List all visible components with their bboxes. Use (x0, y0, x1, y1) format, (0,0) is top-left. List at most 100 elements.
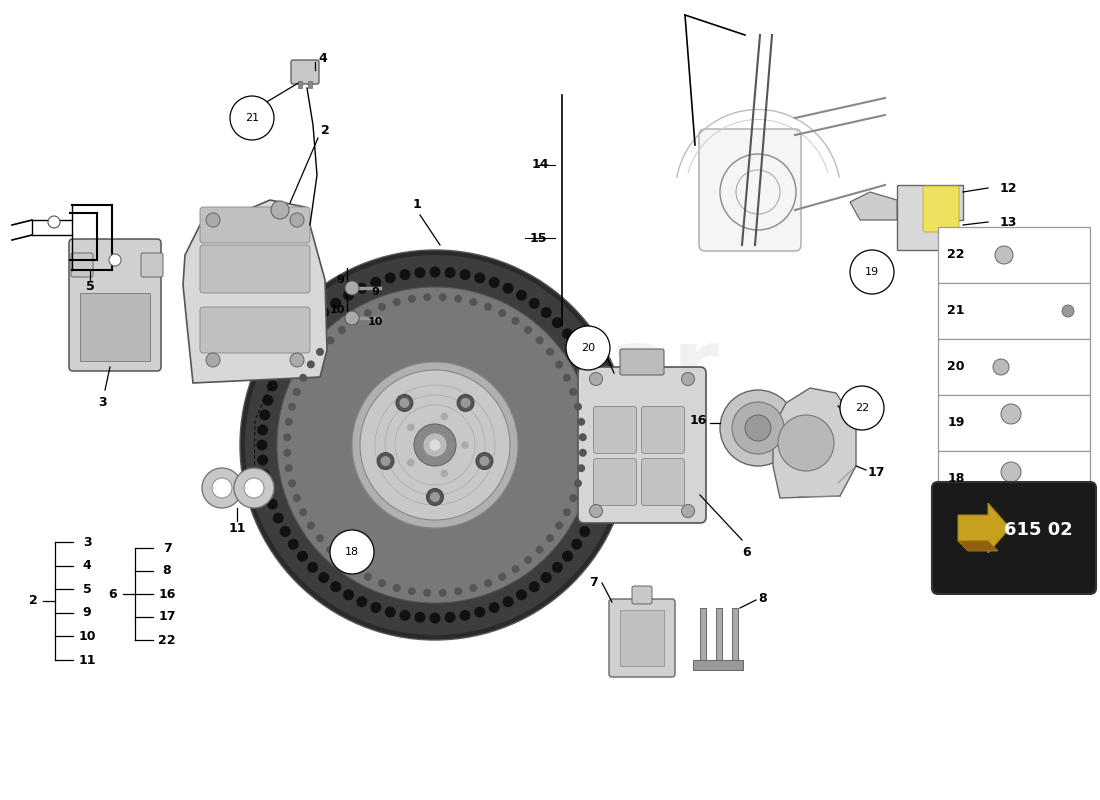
Text: 8: 8 (163, 565, 172, 578)
Circle shape (285, 418, 293, 426)
Polygon shape (773, 388, 856, 498)
Text: 3: 3 (82, 535, 91, 549)
Text: 6: 6 (742, 546, 751, 559)
Circle shape (364, 309, 372, 317)
Circle shape (552, 562, 563, 573)
Bar (298, 81, 302, 88)
Circle shape (1062, 305, 1074, 317)
Circle shape (571, 538, 582, 550)
Text: 17: 17 (867, 466, 884, 479)
Circle shape (556, 522, 563, 530)
FancyBboxPatch shape (620, 349, 664, 375)
Circle shape (566, 326, 610, 370)
Circle shape (212, 478, 232, 498)
Text: 15: 15 (529, 231, 547, 245)
Circle shape (279, 526, 290, 537)
Circle shape (271, 201, 289, 219)
Text: 20: 20 (581, 343, 595, 353)
Circle shape (378, 303, 386, 311)
Circle shape (371, 277, 382, 288)
FancyBboxPatch shape (578, 367, 706, 523)
Circle shape (414, 424, 456, 466)
Circle shape (293, 388, 300, 396)
Circle shape (364, 573, 372, 581)
Text: 16: 16 (158, 587, 176, 601)
Circle shape (327, 546, 334, 554)
Text: 17: 17 (158, 610, 176, 623)
FancyBboxPatch shape (72, 253, 94, 277)
Circle shape (536, 546, 543, 554)
Circle shape (230, 96, 274, 140)
Circle shape (256, 439, 267, 450)
Circle shape (458, 394, 474, 411)
Text: 21: 21 (947, 305, 965, 318)
Circle shape (408, 587, 416, 595)
Circle shape (307, 360, 315, 368)
Text: 4: 4 (82, 559, 91, 572)
Circle shape (529, 298, 540, 309)
Circle shape (840, 386, 884, 430)
Bar (938, 451, 1090, 507)
FancyBboxPatch shape (698, 129, 801, 251)
Circle shape (307, 522, 315, 530)
Circle shape (578, 418, 585, 426)
Circle shape (244, 478, 264, 498)
Circle shape (109, 254, 121, 266)
Polygon shape (958, 541, 998, 551)
FancyBboxPatch shape (923, 186, 959, 232)
Circle shape (444, 612, 455, 623)
Circle shape (297, 328, 308, 339)
Circle shape (378, 579, 386, 587)
Circle shape (562, 550, 573, 562)
Bar (938, 395, 1090, 451)
Circle shape (720, 390, 796, 466)
Text: 2: 2 (320, 123, 329, 137)
Text: 10: 10 (329, 305, 344, 315)
Circle shape (524, 556, 532, 564)
Circle shape (440, 470, 448, 478)
Circle shape (290, 213, 304, 227)
Circle shape (338, 326, 345, 334)
Circle shape (427, 489, 443, 506)
Circle shape (529, 582, 540, 592)
Circle shape (454, 295, 462, 303)
FancyBboxPatch shape (632, 586, 652, 604)
Text: 22: 22 (947, 249, 965, 262)
Circle shape (603, 439, 614, 450)
Circle shape (352, 362, 518, 528)
Circle shape (343, 290, 354, 301)
Text: 10: 10 (367, 317, 383, 327)
Circle shape (260, 410, 271, 421)
Circle shape (600, 470, 610, 481)
Circle shape (556, 360, 563, 368)
Text: 2: 2 (29, 594, 37, 607)
FancyBboxPatch shape (141, 253, 163, 277)
Text: 9: 9 (82, 606, 91, 619)
FancyBboxPatch shape (200, 245, 310, 293)
Circle shape (429, 439, 440, 450)
Circle shape (546, 534, 554, 542)
Circle shape (393, 584, 400, 592)
Bar (693, 660, 742, 670)
Circle shape (245, 255, 625, 635)
Circle shape (424, 294, 431, 302)
Circle shape (330, 298, 341, 309)
Text: 11: 11 (229, 522, 245, 534)
Text: 16: 16 (690, 414, 706, 426)
Circle shape (316, 348, 324, 356)
Circle shape (592, 380, 603, 391)
Bar (732, 608, 738, 663)
Circle shape (541, 307, 552, 318)
Circle shape (524, 326, 532, 334)
Circle shape (396, 394, 412, 411)
Circle shape (474, 272, 485, 283)
Text: 20: 20 (947, 361, 965, 374)
Circle shape (536, 336, 543, 344)
Bar (938, 283, 1090, 339)
Text: 7: 7 (163, 542, 172, 554)
Circle shape (596, 484, 607, 495)
Text: 14: 14 (531, 158, 549, 171)
Circle shape (279, 353, 290, 364)
Circle shape (377, 453, 394, 470)
Text: 21: 21 (245, 113, 260, 123)
